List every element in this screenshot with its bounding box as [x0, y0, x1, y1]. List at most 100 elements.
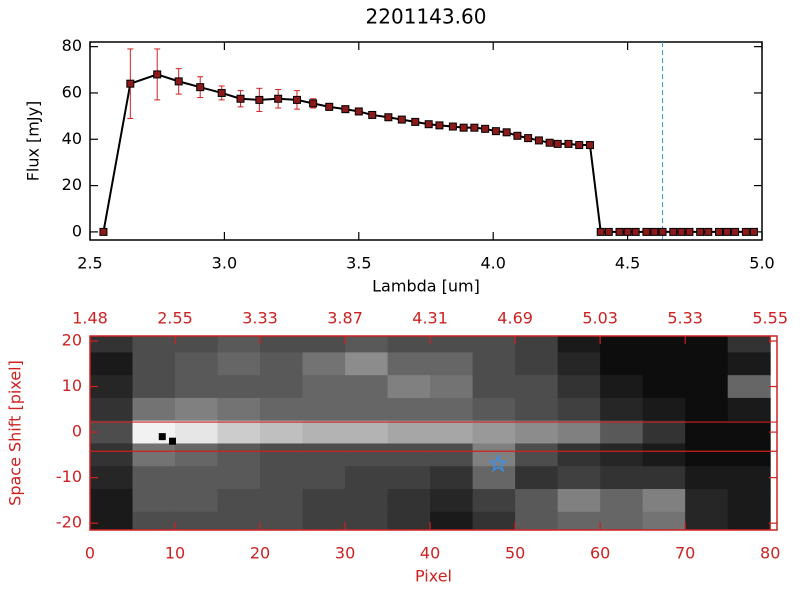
image-cell	[387, 352, 431, 376]
data-point	[749, 227, 758, 236]
data-point	[623, 227, 632, 236]
image-cell	[430, 375, 474, 399]
image-cell	[727, 511, 771, 530]
star-marker	[488, 453, 508, 473]
data-point	[604, 227, 613, 236]
image-cell	[90, 352, 134, 376]
y-tick-label: 20	[62, 175, 82, 194]
image-cell	[557, 466, 601, 490]
y-tick-label: 80	[62, 36, 82, 55]
data-point	[615, 227, 624, 236]
x2-tick-label: 5.55	[752, 309, 788, 328]
image-cell	[472, 397, 516, 422]
image-layer	[90, 336, 771, 530]
image-cell	[175, 420, 219, 444]
image-cell	[387, 489, 431, 513]
x-tick-label: 2.5	[77, 254, 102, 273]
image-cell	[175, 511, 219, 530]
image-cell	[642, 466, 686, 490]
data-point	[553, 139, 562, 148]
y-tick-label: 60	[62, 82, 82, 101]
image-cell	[600, 420, 644, 444]
image-cell	[345, 466, 389, 490]
image-cell	[132, 375, 176, 399]
y-tick-label: 0	[72, 422, 82, 441]
data-point	[669, 227, 678, 236]
data-point	[513, 131, 522, 140]
data-point	[292, 95, 301, 104]
image-cell	[600, 375, 644, 399]
image-cell	[430, 336, 474, 353]
data-point	[217, 88, 226, 97]
image-cell	[600, 511, 644, 530]
data-point	[354, 107, 363, 116]
x2-tick-label: 3.87	[327, 309, 363, 328]
plot-frame	[89, 41, 763, 241]
image-cell	[345, 336, 389, 353]
x-tick-label: 5.0	[749, 254, 774, 273]
image-cell	[685, 489, 729, 513]
data-point	[631, 227, 640, 236]
data-point	[731, 227, 740, 236]
image-cell	[302, 489, 346, 513]
image-cell	[727, 443, 771, 467]
image-cell	[260, 352, 304, 376]
image-cell	[132, 443, 176, 467]
data-point	[714, 227, 723, 236]
data-point	[575, 141, 584, 150]
image-cell	[345, 420, 389, 444]
image-cell	[217, 489, 261, 513]
data-point	[274, 94, 283, 103]
image-cell	[387, 420, 431, 444]
image-cell	[430, 511, 474, 530]
image-cell	[727, 375, 771, 399]
image-cell	[217, 352, 261, 376]
image-cell	[685, 397, 729, 422]
x-tick-label: 30	[335, 544, 355, 563]
data-point	[564, 139, 573, 148]
image-cell	[727, 489, 771, 513]
image-cell	[727, 397, 771, 422]
data-point	[435, 121, 444, 130]
image-cell	[515, 420, 559, 444]
image-cell	[387, 443, 431, 467]
image-cell	[642, 375, 686, 399]
image-cell	[727, 466, 771, 490]
image-cell	[600, 489, 644, 513]
image-cell	[600, 352, 644, 376]
x-axis-label: Pixel	[415, 567, 452, 586]
image-cell	[302, 397, 346, 422]
image-cell	[642, 511, 686, 530]
data-point	[153, 70, 162, 79]
image-cell	[600, 336, 644, 353]
data-point	[502, 128, 511, 137]
image-cell	[557, 375, 601, 399]
image-cell	[472, 352, 516, 376]
image-cell	[302, 466, 346, 490]
image-cell	[515, 352, 559, 376]
image-cell	[642, 420, 686, 444]
x2-tick-label: 4.69	[497, 309, 533, 328]
x-tick-label: 0	[85, 544, 95, 563]
x-tick-label: 50	[505, 544, 525, 563]
image-cell	[217, 420, 261, 444]
data-point	[397, 115, 406, 124]
image-cell	[557, 443, 601, 467]
data-point	[255, 95, 264, 104]
data-point	[491, 127, 500, 136]
data-point	[384, 113, 393, 122]
x2-tick-label: 5.33	[667, 309, 703, 328]
image-cell	[515, 336, 559, 353]
image-cell	[345, 443, 389, 467]
image-cell	[642, 489, 686, 513]
image-cell	[387, 466, 431, 490]
y-tick-label: -20	[56, 513, 82, 532]
image-cell	[90, 443, 134, 467]
image-cell	[132, 397, 176, 422]
image-cell	[217, 511, 261, 530]
image-cell	[557, 352, 601, 376]
image-cell	[90, 420, 134, 444]
data-point	[585, 141, 594, 150]
image-cell	[387, 397, 431, 422]
